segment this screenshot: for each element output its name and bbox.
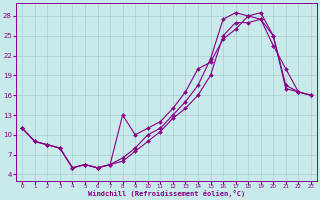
X-axis label: Windchill (Refroidissement éolien,°C): Windchill (Refroidissement éolien,°C) (88, 190, 245, 197)
